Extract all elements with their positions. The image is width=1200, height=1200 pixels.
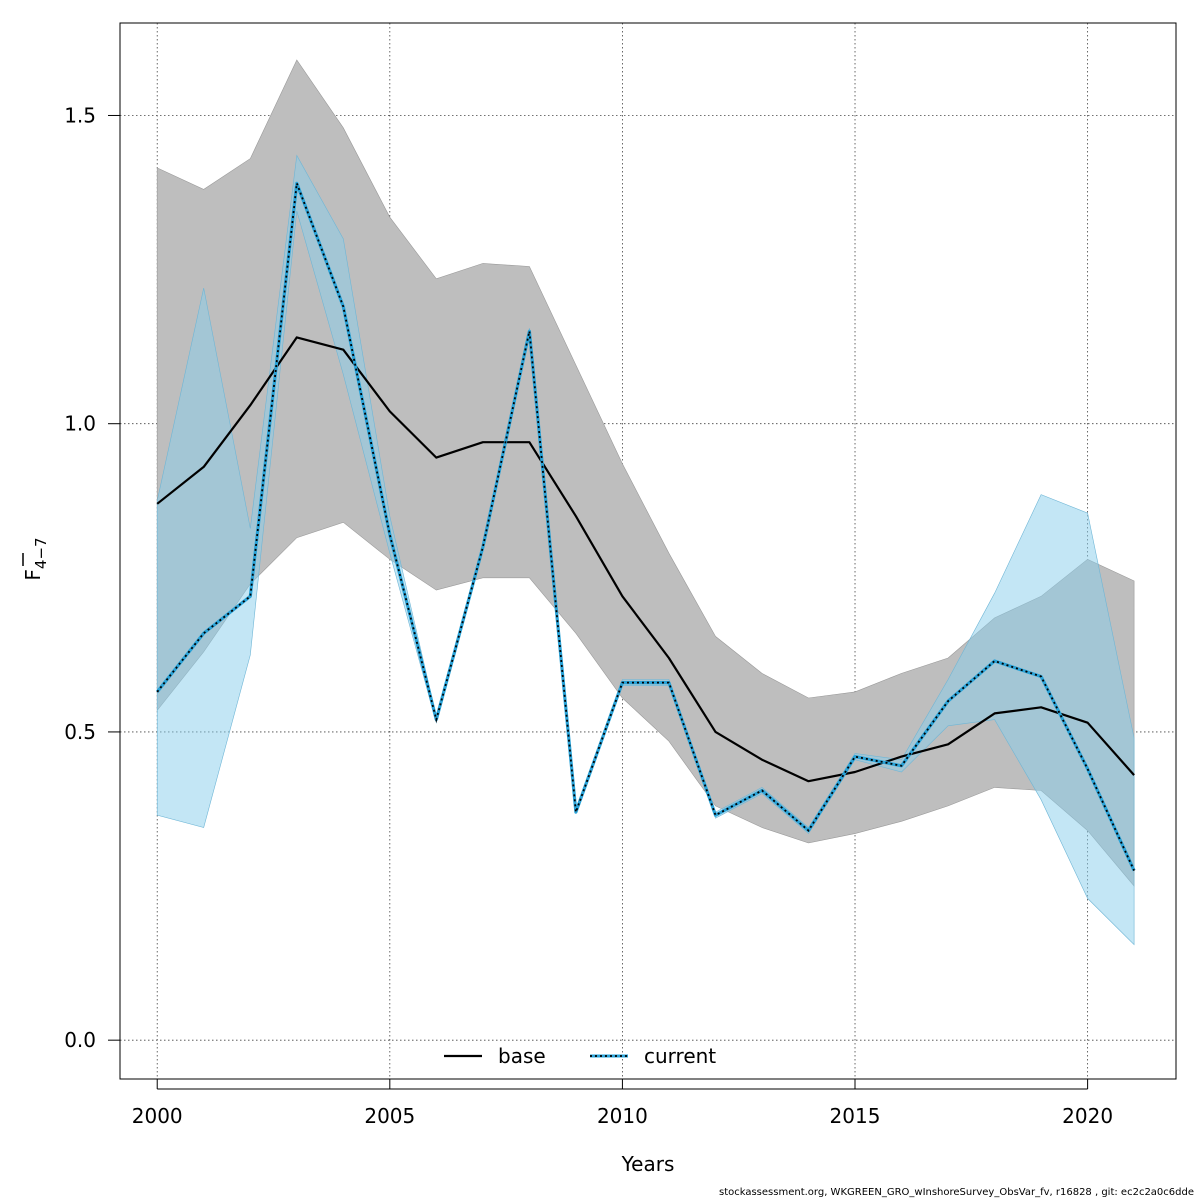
- y-tick-label: 1.5: [64, 103, 96, 127]
- y-tick-label: 1.0: [64, 412, 96, 436]
- legend-label-base: base: [498, 1044, 546, 1068]
- x-tick-label: 2015: [830, 1104, 881, 1128]
- y-tick-label: 0.0: [64, 1028, 96, 1052]
- legend: base current: [444, 1044, 716, 1068]
- svg-text:F4−7: F4−7: [21, 537, 50, 580]
- confidence-bands: [156, 59, 1135, 946]
- y-axis-title-sub: 4−7: [32, 537, 50, 569]
- y-axis-title: F4−7: [21, 537, 50, 580]
- x-tick-label: 2010: [597, 1104, 648, 1128]
- x-axis-title: Years: [621, 1152, 675, 1176]
- axes: 2000 2005 2010 2015 2020 0.0 0.5 1.0 1.5: [64, 103, 1113, 1128]
- x-tick-label: 2005: [364, 1104, 415, 1128]
- footer-credit: stockassessment.org, WKGREEN_GRO_wInshor…: [718, 1187, 1194, 1198]
- plot-frame: [119, 22, 1177, 1080]
- series-lines: [155, 181, 1136, 872]
- line-base: [156, 336, 1135, 783]
- line-current: [156, 182, 1135, 871]
- legend-label-current: current: [644, 1044, 716, 1068]
- y-axis-title-main: F: [21, 569, 45, 581]
- x-tick-label: 2000: [132, 1104, 183, 1128]
- x-tick-label: 2020: [1062, 1104, 1113, 1128]
- y-tick-label: 0.5: [64, 720, 96, 744]
